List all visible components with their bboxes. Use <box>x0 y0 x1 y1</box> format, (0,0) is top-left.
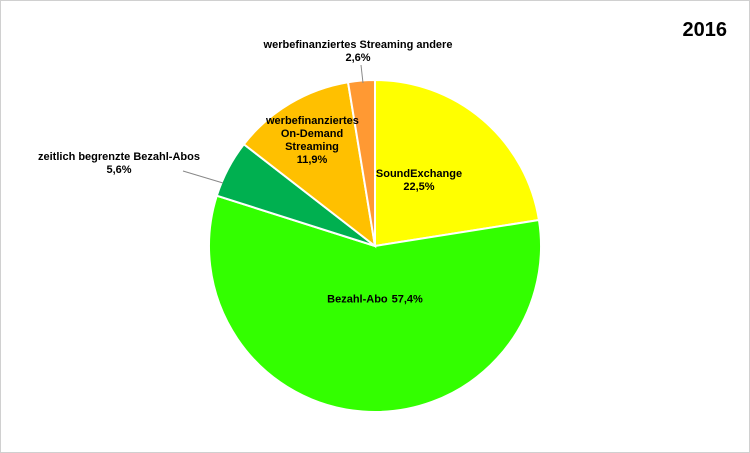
label-value: 57,4% <box>391 293 423 306</box>
label-value: 5,6% <box>106 164 132 176</box>
leader-line <box>182 170 224 184</box>
pie-slice <box>208 194 542 413</box>
pie-slice <box>374 78 541 248</box>
label-name: zeitlich begrenzte Bezahl-Abos <box>38 151 200 163</box>
data-label: werbefinanziertes On-Demand Streaming 11,… <box>266 115 359 167</box>
data-label: werbefinanziertes Streaming andere 2,6% <box>263 39 453 65</box>
data-label: zeitlich begrenzte Bezahl-Abos 5,6% <box>24 151 214 177</box>
pie-slice <box>242 81 377 249</box>
data-label: Bezahl-Abo 57,4% <box>275 294 475 307</box>
leader-line <box>360 64 364 84</box>
data-label: SoundExchange 22,5% <box>364 168 474 194</box>
label-name: werbefinanziertes Streaming andere <box>263 39 453 51</box>
label-value: 22,5% <box>403 181 435 193</box>
label-name: SoundExchange <box>375 168 463 180</box>
label-name: Bezahl-Abo <box>327 293 388 306</box>
label-name: werbefinanziertes On-Demand Streaming <box>266 115 359 153</box>
label-value: 11,9% <box>296 154 328 166</box>
pie-slice <box>346 78 376 247</box>
chart-title: 2016 <box>682 19 728 41</box>
label-value: 2,6% <box>345 52 371 64</box>
